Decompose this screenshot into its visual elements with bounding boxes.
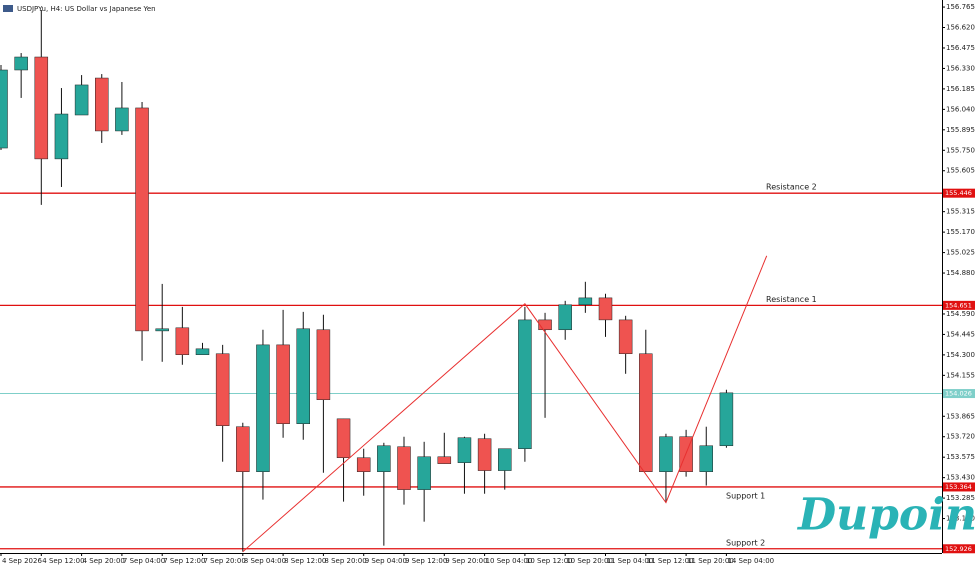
candle-body [699,445,713,472]
candle-body [598,297,613,321]
price-badge-label: 155.446 [945,189,972,197]
candle-body [256,344,270,472]
x-tick-label: 4 Sep 20:00 [83,557,125,565]
x-tick-label: 7 Sep 20:00 [204,557,246,565]
x-tick-label: 9 Sep 20:00 [445,557,487,565]
candle-body [618,319,633,355]
price-badge-label: 153.364 [945,483,972,491]
y-tick-label: 153.285 [946,494,975,502]
x-tick-label: 7 Sep 12:00 [163,557,205,565]
candle-body [34,56,49,160]
level-label: Resistance 1 [766,295,817,304]
candle-body [719,392,734,447]
candle-body [74,84,89,116]
price-badge [943,544,975,554]
price-badge-label: 154.026 [945,390,972,398]
y-tick-label: 155.895 [946,126,975,134]
y-tick-label: 156.765 [946,3,975,11]
candle-body [0,69,8,149]
x-tick-label: 9 Sep 12:00 [405,557,447,565]
candle-body [115,107,129,132]
price-badge [943,482,975,492]
y-tick-label: 154.445 [946,330,975,338]
candle-body [558,304,572,331]
level-label: Resistance 2 [766,183,817,192]
y-tick-label: 154.590 [946,310,975,318]
y-tick-label: 156.185 [946,85,975,93]
candle-body [236,426,250,472]
candle-body [377,445,391,472]
x-tick-label: 8 Sep 04:00 [244,557,286,565]
y-tick-label: 153.575 [946,453,975,461]
y-tick-label: 155.170 [946,228,975,236]
candle-body [498,448,512,471]
candle-body [397,446,411,490]
price-badge [943,389,975,399]
level-label: Support 2 [726,538,765,547]
candle-body [437,456,452,464]
x-tick-label: 7 Sep 04:00 [123,557,165,565]
price-badge [943,188,975,198]
y-tick-label: 156.475 [946,44,975,52]
candle-body [296,328,310,424]
x-tick-label: 10 Sep 04:00 [486,557,533,565]
y-tick-label: 153.140 [946,515,975,523]
y-tick-label: 156.040 [946,105,975,113]
x-tick-label: 4 Sep 12:00 [42,557,84,565]
price-badge-label: 154.651 [945,301,972,309]
trend-line [242,255,768,553]
candle-body [538,319,552,331]
price-badge-label: 152.926 [945,545,972,553]
x-tick-label: 10 Sep 20:00 [566,557,613,565]
x-tick-label: 4 Sep 2026 [2,557,42,565]
y-tick-label: 155.605 [946,167,975,175]
candle-body [578,297,593,306]
x-tick-label: 9 Sep 04:00 [365,557,407,565]
candle-body [336,418,351,459]
x-tick-label: 14 Sep 04:00 [727,557,774,565]
level-label: Support 1 [726,491,765,500]
price-badge [943,300,975,310]
y-tick-label: 154.880 [946,269,975,277]
y-tick-label: 153.865 [946,412,975,420]
y-tick-label: 156.330 [946,64,975,72]
candle-body [477,438,492,471]
x-tick-label: 11 Sep 20:00 [687,557,734,565]
x-tick-label: 10 Sep 12:00 [526,557,573,565]
y-tick-label: 153.430 [946,474,975,482]
y-tick-label: 153.720 [946,433,975,441]
y-tick-label: 156.620 [946,24,975,32]
candle-body [195,348,210,355]
x-tick-label: 8 Sep 12:00 [284,557,326,565]
candle-body [54,113,69,160]
candle-body [175,327,190,355]
candle-body [215,353,230,426]
logo: Dupoin [796,490,975,541]
x-tick-label: 11 Sep 04:00 [607,557,654,565]
candle-body [417,456,431,490]
y-tick-label: 154.300 [946,351,975,359]
y-tick-label: 155.750 [946,146,975,154]
candle-body [316,329,331,401]
x-tick-label: 11 Sep 12:00 [647,557,694,565]
symbol-icon [3,5,13,12]
x-tick-label: 8 Sep 20:00 [324,557,366,565]
y-tick-label: 154.155 [946,371,975,379]
candle-body [135,107,149,332]
candle-body [276,344,290,424]
candle-body [659,436,673,472]
y-tick-label: 155.025 [946,249,975,257]
candle-body [457,437,472,463]
candle-body [155,328,169,332]
candle-body [14,56,28,71]
candle-body [95,77,109,132]
candle-body [639,353,653,472]
candle-body [356,457,371,472]
y-tick-label: 155.315 [946,208,975,216]
candle-body [518,319,532,449]
chart-title: USDJPYu, H4: US Dollar vs Japanese Yen [17,5,156,13]
